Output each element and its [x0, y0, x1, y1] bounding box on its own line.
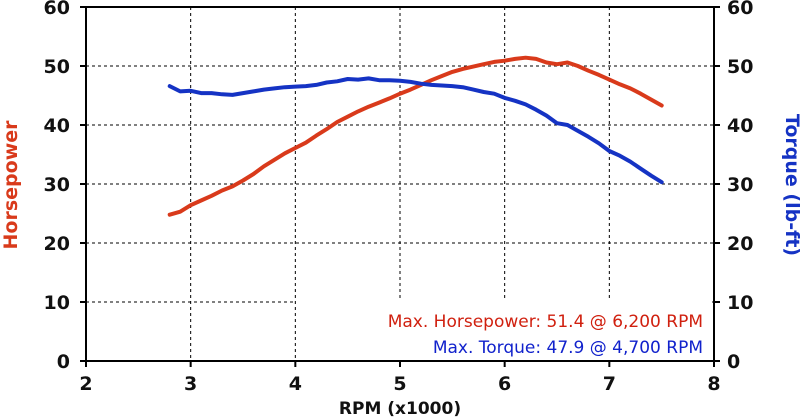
- x-tick-label: 8: [707, 373, 720, 395]
- y-axis-label-horsepower: Horsepower: [0, 120, 22, 250]
- y-tick-label-right: 50: [727, 56, 753, 78]
- x-tick-label: 2: [79, 373, 92, 395]
- y-axis-label-torque: Torque (lb-ft): [781, 114, 800, 256]
- annotation-box: Max. Horsepower: 51.4 @ 6,200 RPM Max. T…: [296, 300, 712, 362]
- y-tick-label-right: 20: [727, 233, 753, 255]
- x-axis-label: RPM (x1000): [339, 399, 461, 419]
- y-tick-label-left: 30: [44, 174, 70, 196]
- y-tick-label-left: 60: [44, 0, 70, 19]
- y-tick-label-left: 40: [44, 115, 70, 137]
- series-line-horsepower: [167, 55, 664, 217]
- y-tick-label-right: 40: [727, 115, 753, 137]
- y-tick-label-left: 50: [44, 56, 70, 78]
- annotation-background: [296, 300, 712, 362]
- annotation-max-torque: Max. Torque: 47.9 @ 4,700 RPM: [433, 338, 703, 358]
- y-tick-label-left: 20: [44, 233, 70, 255]
- x-tick-label: 4: [289, 373, 302, 395]
- y-tick-label-right: 10: [727, 292, 753, 314]
- x-tick-label: 5: [393, 373, 406, 395]
- y-tick-label-left: 10: [44, 292, 70, 314]
- x-tick-label: 7: [603, 373, 616, 395]
- y-tick-label-left: 0: [57, 351, 70, 373]
- y-tick-label-right: 0: [727, 351, 740, 373]
- series-layer: [167, 55, 664, 217]
- x-tick-label: 3: [184, 373, 197, 395]
- annotation-max-horsepower: Max. Horsepower: 51.4 @ 6,200 RPM: [388, 312, 703, 332]
- y-tick-label-right: 30: [727, 174, 753, 196]
- y-tick-label-right: 60: [727, 0, 753, 19]
- x-tick-label: 6: [498, 373, 511, 395]
- series-line-torque: [167, 76, 664, 185]
